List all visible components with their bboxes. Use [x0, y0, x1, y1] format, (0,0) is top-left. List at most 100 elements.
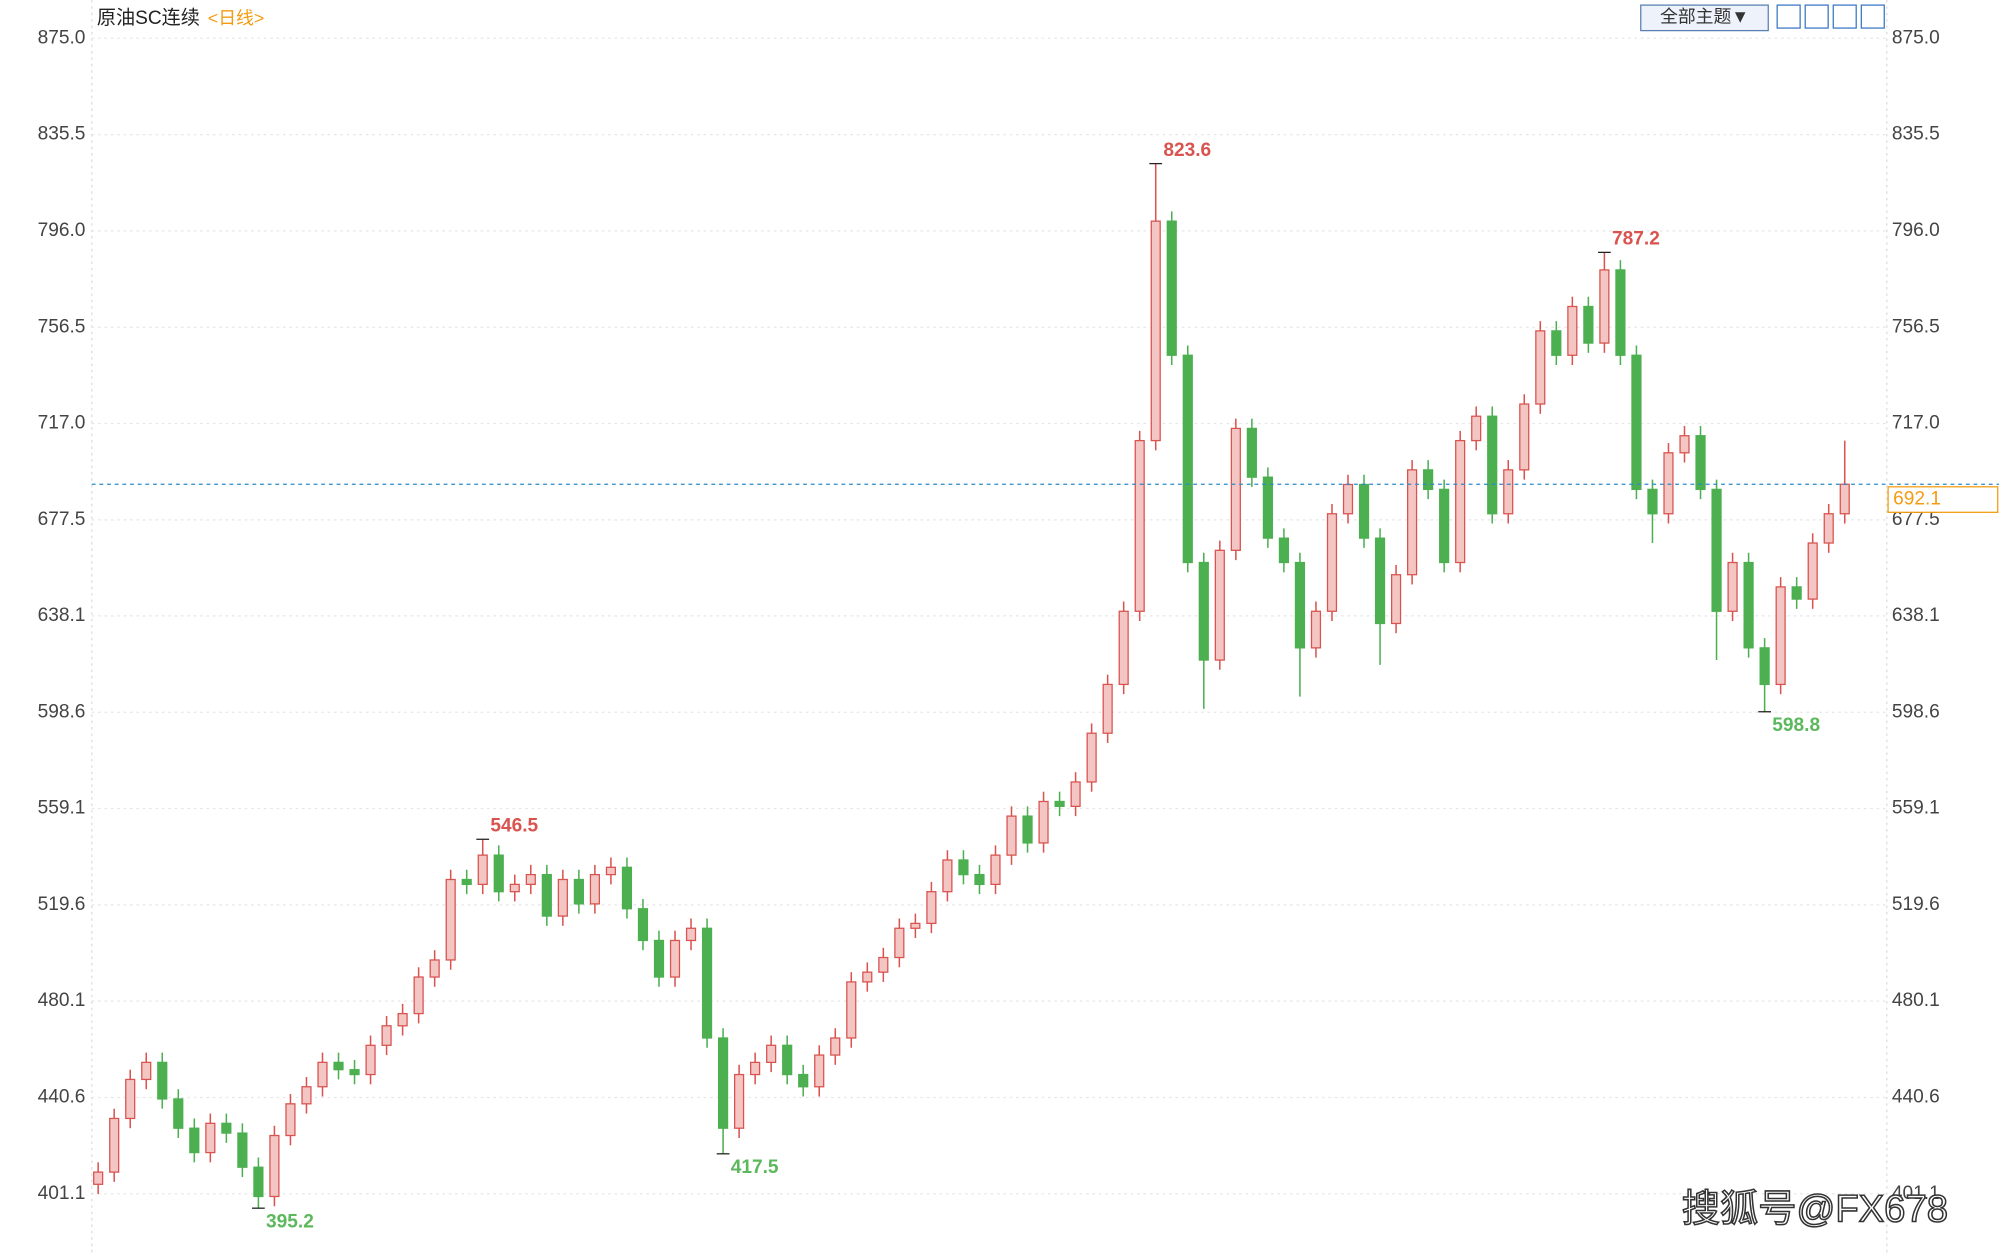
- candle-body: [317, 1061, 328, 1088]
- candle-body: [1230, 427, 1241, 551]
- candle-body: [1198, 561, 1209, 661]
- candle-body: [974, 873, 985, 886]
- y-tick-label-right: 677.5: [1892, 509, 1940, 530]
- y-tick-label: 559.1: [38, 798, 86, 819]
- candle-body: [1471, 415, 1482, 442]
- candle-body: [1262, 476, 1273, 539]
- candle-body: [766, 1044, 777, 1064]
- candle-body: [1022, 815, 1033, 844]
- candle-body: [573, 878, 584, 905]
- candle-body: [1455, 439, 1466, 564]
- candle-body: [253, 1166, 264, 1198]
- candle-body: [1503, 469, 1514, 515]
- y-tick-label: 717.0: [38, 413, 86, 434]
- candle-body: [365, 1044, 376, 1076]
- period-label[interactable]: <日线>: [208, 8, 265, 28]
- candle-body: [862, 971, 873, 983]
- candle-body: [1070, 781, 1081, 807]
- y-tick-label-right: 519.6: [1892, 894, 1940, 915]
- candle-body: [1775, 586, 1786, 686]
- y-tick-label-right: 875.0: [1892, 27, 1940, 48]
- candle-body: [1727, 561, 1738, 612]
- tool-icon[interactable]: [1832, 4, 1857, 29]
- candle-body: [1102, 683, 1113, 734]
- candle-body: [109, 1117, 120, 1173]
- candle-body: [1326, 513, 1338, 612]
- y-tick-label: 677.5: [38, 509, 86, 530]
- candle-body: [1679, 435, 1690, 454]
- y-tick-label: 638.1: [38, 605, 86, 626]
- candle-body: [701, 927, 713, 1039]
- y-tick-label: 440.6: [38, 1087, 86, 1108]
- y-tick-label-right: 440.6: [1892, 1087, 1940, 1108]
- candle-body: [525, 873, 536, 886]
- y-tick-label-right: 756.5: [1892, 316, 1940, 337]
- candle-body: [1038, 800, 1049, 844]
- candle-body: [157, 1061, 168, 1100]
- candle-body: [509, 883, 520, 893]
- candle-body: [990, 854, 1001, 886]
- candle-body: [1182, 354, 1193, 564]
- y-tick-label: 875.0: [38, 27, 86, 48]
- candle-body: [125, 1078, 136, 1120]
- candle-body: [1647, 488, 1658, 515]
- candle-body: [1791, 586, 1802, 600]
- candle-body: [750, 1061, 761, 1076]
- y-tick-label-right: 559.1: [1892, 798, 1940, 819]
- candle-body: [397, 1012, 408, 1027]
- candle-body: [1054, 800, 1065, 807]
- candle-body: [653, 939, 665, 978]
- toolbar: [1776, 4, 1885, 29]
- candle-body: [621, 866, 633, 910]
- candle-body: [589, 873, 600, 905]
- candle-body: [1423, 469, 1434, 491]
- candle-body: [189, 1127, 200, 1154]
- candle-body: [1358, 483, 1370, 539]
- candle-body: [269, 1134, 280, 1198]
- candle-body: [173, 1098, 184, 1129]
- tool-icon[interactable]: [1860, 4, 1885, 29]
- candle-body: [942, 859, 953, 893]
- candle-body: [349, 1069, 360, 1076]
- candle-body: [1519, 403, 1530, 471]
- candle-body: [413, 976, 424, 1015]
- theme-button[interactable]: [1640, 4, 1769, 32]
- y-tick-label-right: 598.6: [1892, 701, 1940, 722]
- candle-body: [1214, 549, 1225, 661]
- y-tick-label: 401.1: [38, 1183, 86, 1204]
- candle-body: [93, 1171, 104, 1185]
- y-tick-label: 756.5: [38, 316, 86, 337]
- tool-icon[interactable]: [1776, 4, 1801, 29]
- y-tick-label-right: 480.1: [1892, 990, 1940, 1011]
- candle-body: [910, 922, 921, 929]
- candle-body: [445, 878, 456, 961]
- y-tick-label-right: 717.0: [1892, 413, 1940, 434]
- y-tick-label-right: 401.1: [1892, 1183, 1940, 1204]
- candle-body: [1150, 220, 1161, 442]
- candle-body: [734, 1073, 745, 1129]
- y-tick-label: 796.0: [38, 220, 86, 241]
- candle-body: [878, 956, 889, 973]
- candle-body: [1390, 574, 1402, 625]
- candle-body: [1439, 488, 1450, 564]
- candle-body: [461, 878, 472, 886]
- candle-body: [814, 1054, 825, 1088]
- tool-icon[interactable]: [1804, 4, 1829, 29]
- candle-body: [846, 981, 857, 1039]
- candle-body: [1535, 330, 1546, 405]
- watermark: 搜狐号@FX678: [1682, 1188, 1948, 1231]
- chart-title: 原油SC连续: [97, 7, 200, 29]
- candle-body: [830, 1037, 841, 1056]
- candle-body: [429, 959, 440, 978]
- high-label: 787.2: [1612, 229, 1660, 250]
- theme-button-label[interactable]: 全部主题▼: [1660, 7, 1749, 27]
- candle-body: [1839, 483, 1850, 515]
- candle-body: [605, 866, 617, 876]
- candle-body: [1342, 483, 1354, 515]
- candle-body: [1487, 415, 1498, 515]
- candle-body: [477, 854, 488, 886]
- candle-body: [1310, 610, 1322, 649]
- candle-body: [1615, 269, 1626, 356]
- candle-body: [1374, 537, 1386, 625]
